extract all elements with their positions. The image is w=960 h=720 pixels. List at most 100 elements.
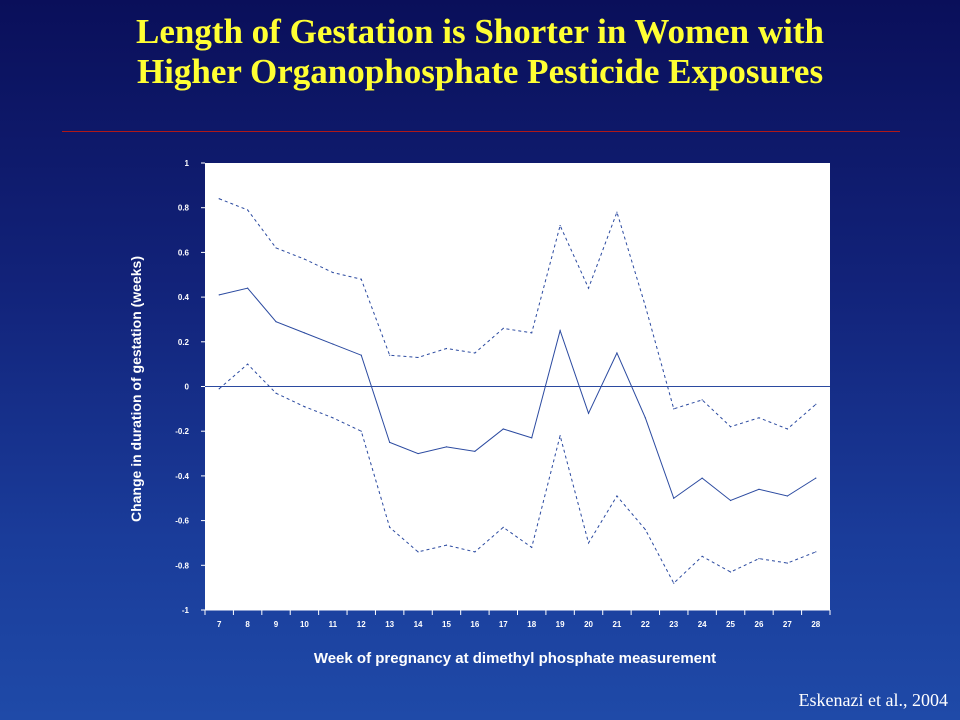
- series-point: [389, 441, 391, 443]
- series-point: [275, 321, 277, 323]
- y-axis-label: Change in duration of gestation (weeks): [128, 255, 144, 523]
- series-point: [417, 452, 419, 455]
- series-point: [218, 294, 220, 296]
- series-point: [644, 528, 646, 531]
- series-point: [332, 343, 334, 345]
- y-tick-label: 0.2: [178, 338, 190, 347]
- y-tick-label: -0.6: [175, 517, 189, 526]
- citation: Eskenazi et al., 2004: [798, 690, 948, 710]
- series-point: [786, 495, 788, 497]
- series-point: [815, 551, 817, 553]
- series-point: [445, 347, 448, 350]
- series-point: [758, 488, 760, 490]
- series-point: [786, 428, 788, 430]
- x-tick-label: 23: [669, 620, 678, 629]
- x-tick-label: 27: [783, 620, 792, 629]
- x-tick-label: 9: [274, 620, 279, 629]
- series-point: [531, 437, 533, 439]
- series-point: [445, 544, 448, 546]
- x-tick-label: 17: [499, 620, 508, 629]
- series-point: [644, 305, 646, 307]
- x-tick-label: 19: [556, 620, 565, 629]
- x-tick-label: 14: [414, 620, 423, 629]
- series-point: [218, 198, 220, 200]
- series-point: [360, 430, 362, 432]
- series-point: [758, 417, 760, 419]
- series-point: [758, 557, 760, 560]
- series-point: [303, 406, 306, 408]
- y-tick-label: 0: [185, 383, 190, 392]
- y-tick-label: 0.4: [178, 293, 190, 302]
- series-point: [616, 495, 618, 497]
- series-point: [445, 446, 448, 448]
- x-tick-label: 13: [385, 620, 394, 629]
- x-tick-label: 26: [755, 620, 764, 629]
- x-tick-label: 11: [329, 620, 338, 629]
- series-point: [360, 278, 362, 280]
- series-point: [474, 352, 476, 354]
- title-divider: [62, 131, 900, 132]
- series-point: [303, 332, 306, 334]
- x-tick-label: 15: [442, 620, 451, 629]
- series-point: [332, 417, 334, 419]
- series-point: [559, 330, 561, 332]
- y-tick-label: -1: [182, 606, 190, 615]
- series-point: [247, 363, 249, 365]
- series-upper-ci-line: [219, 198, 817, 430]
- y-tick-label: 1: [185, 159, 190, 168]
- y-tick-label: -0.8: [175, 561, 189, 570]
- x-tick-label: 24: [698, 620, 707, 629]
- series-point: [389, 526, 391, 528]
- series-point: [531, 546, 533, 549]
- series-point: [247, 209, 249, 211]
- series-point: [587, 542, 590, 544]
- series-point: [218, 388, 220, 390]
- series-point: [531, 332, 533, 334]
- x-tick-label: 16: [470, 620, 479, 629]
- x-tick-label: 10: [300, 620, 309, 629]
- x-axis-label: Week of pregnancy at dimethyl phosphate …: [313, 650, 717, 667]
- series-point: [729, 571, 732, 573]
- series-point: [701, 399, 703, 401]
- x-tick-label: 18: [527, 620, 536, 629]
- series-point: [502, 327, 504, 329]
- series-point: [701, 555, 703, 557]
- y-axis: 1 0.8 0.6 0.4 0.2 0 -0.2 -0.4 -0.6 -0.8 -1: [175, 159, 830, 615]
- series-point: [673, 408, 675, 410]
- slide-title-line-2: Higher Organophosphate Pesticide Exposur…: [136, 52, 824, 91]
- x-axis: 7 8 9 10 11 12 13 14 15 16 17 18 19 20 21 22 23 24 25 26 27 2…: [204, 609, 831, 629]
- series-point: [559, 435, 561, 437]
- series-point: [616, 352, 618, 354]
- x-tick-label: 25: [726, 620, 735, 629]
- series-point: [729, 499, 732, 502]
- series-point: [786, 562, 788, 564]
- series-point: [417, 356, 419, 359]
- series-group: [218, 198, 817, 584]
- series-point: [303, 258, 306, 260]
- series-point: [332, 271, 334, 274]
- series-point: [275, 392, 277, 394]
- x-tick-label: 21: [612, 620, 621, 629]
- series-point: [502, 526, 504, 528]
- series-point: [275, 247, 277, 249]
- slide-title: Length of Gestation is Shorter in Women …: [0, 12, 960, 92]
- series-point: [673, 582, 675, 584]
- x-tick-label: 7: [217, 620, 222, 629]
- series-point: [474, 450, 476, 452]
- x-tick-label: 8: [245, 620, 250, 629]
- series-point: [389, 354, 391, 356]
- series-point: [587, 287, 590, 289]
- y-tick-label: 0.8: [178, 204, 190, 213]
- series-point: [360, 354, 362, 356]
- series-point: [729, 426, 732, 428]
- series-point: [644, 417, 646, 419]
- y-tick-label: -0.2: [175, 427, 189, 436]
- series-point: [417, 551, 419, 553]
- y-tick-label: 0.6: [178, 248, 190, 257]
- y-tick-label: -0.4: [175, 472, 189, 481]
- series-point: [474, 551, 476, 553]
- series-point: [701, 477, 703, 479]
- series-point: [815, 477, 817, 479]
- series-point: [673, 497, 675, 499]
